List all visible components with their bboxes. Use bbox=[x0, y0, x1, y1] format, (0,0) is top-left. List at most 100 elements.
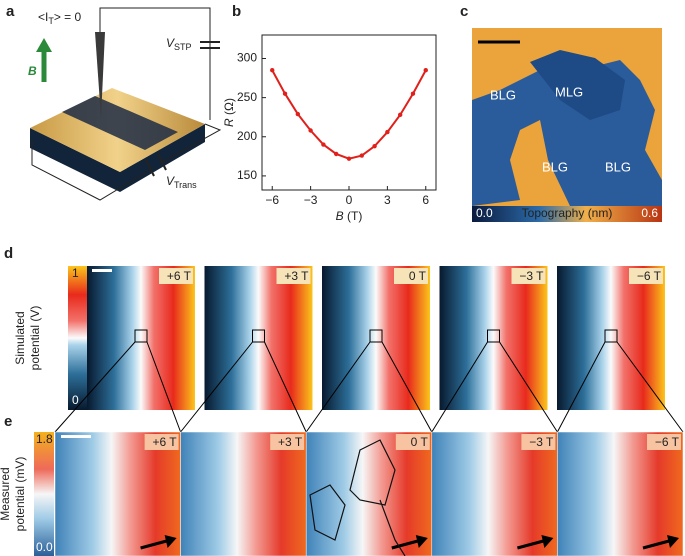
simulated-map bbox=[439, 266, 548, 410]
label-box bbox=[511, 268, 546, 284]
vtrans-sub: Trans bbox=[174, 180, 197, 190]
graphene bbox=[62, 96, 178, 150]
zoom-line bbox=[305, 341, 371, 433]
panel-label: d bbox=[4, 245, 13, 262]
colorbar bbox=[34, 432, 54, 556]
zoom-line bbox=[556, 341, 606, 433]
zoom-line bbox=[180, 341, 253, 433]
panel-label: b bbox=[232, 3, 241, 20]
colorbar bbox=[472, 206, 662, 222]
ylabel-line: potential (mV) bbox=[13, 457, 27, 532]
field-label: B bbox=[28, 64, 37, 78]
panel-label: e bbox=[4, 413, 12, 430]
device bbox=[30, 7, 222, 201]
y-tick-label: 250 bbox=[237, 90, 257, 104]
label-box bbox=[395, 434, 430, 450]
current-label: <IT> = 0 bbox=[38, 10, 82, 26]
simulated-map bbox=[204, 266, 313, 410]
data-point bbox=[282, 91, 288, 96]
data-point bbox=[270, 68, 275, 73]
zoom-line bbox=[146, 341, 182, 433]
cap bbox=[145, 159, 155, 177]
region-label: BLG bbox=[490, 87, 516, 102]
current-arrow-head bbox=[667, 535, 679, 548]
data-point bbox=[359, 153, 364, 158]
y-axis-label: R (Ω) bbox=[222, 98, 236, 127]
y-axis-var: R bbox=[222, 118, 236, 127]
zoom-line bbox=[431, 341, 488, 433]
axis-label: Simulatedpotential (V) bbox=[13, 306, 42, 371]
colorbar-title: Topography (nm) bbox=[522, 206, 613, 220]
x-tick-label: −6 bbox=[265, 193, 279, 207]
zoom-line bbox=[499, 341, 558, 433]
x-axis-label: B (T) bbox=[336, 209, 363, 223]
scale-bar bbox=[61, 435, 91, 438]
x-tick-label: 6 bbox=[422, 193, 429, 207]
data-point bbox=[423, 68, 428, 73]
colorbar-max: 0.6 bbox=[641, 206, 658, 220]
data-line bbox=[271, 69, 427, 160]
g: +6 T +3 T 0 T −3 T −6 T +6 T +3 T 0 T −3 T −6 T bbox=[54, 266, 684, 556]
zoom-line bbox=[616, 341, 684, 433]
simulated-map bbox=[557, 266, 665, 410]
current-pre: <I bbox=[38, 10, 48, 24]
vstp-sub: STP bbox=[174, 42, 192, 52]
x-axis-unit: (T) bbox=[344, 209, 363, 223]
current-arrow bbox=[140, 539, 167, 550]
y-tick-label: 300 bbox=[237, 51, 257, 65]
field-label: +6 T bbox=[152, 435, 177, 449]
field-label: +6 T bbox=[167, 269, 192, 283]
measured-map bbox=[54, 431, 181, 556]
current-post: > = 0 bbox=[54, 10, 82, 24]
plot-frame bbox=[261, 34, 437, 191]
region-label: BLG bbox=[542, 159, 568, 174]
label-box bbox=[270, 434, 305, 450]
wire bbox=[99, 7, 211, 120]
colorbar bbox=[68, 266, 88, 410]
field-label: +3 T bbox=[284, 269, 309, 283]
field-label: −6 T bbox=[655, 435, 680, 449]
mlg-region bbox=[530, 50, 625, 120]
region-label: MLG bbox=[555, 84, 583, 99]
axis-label: Measuredpotential (mV) bbox=[0, 457, 27, 532]
field-arrow-head bbox=[36, 38, 52, 52]
measured-map bbox=[431, 431, 558, 556]
simulated-map bbox=[322, 266, 430, 410]
field-label: −3 T bbox=[529, 435, 554, 449]
zoom-box bbox=[487, 329, 500, 343]
field-label: 0 T bbox=[411, 435, 429, 449]
zoom-box bbox=[134, 329, 148, 343]
ylabel-line: Measured bbox=[0, 467, 12, 520]
current-arrow-head bbox=[415, 535, 428, 548]
y-axis-unit: (Ω) bbox=[222, 98, 236, 118]
label-box bbox=[521, 434, 556, 450]
scale-bar bbox=[92, 269, 112, 272]
zoom-line bbox=[54, 341, 136, 433]
data-point bbox=[334, 151, 339, 157]
wire bbox=[161, 123, 222, 163]
vstp-label: VSTP bbox=[166, 36, 192, 52]
colorbar-min: 0 bbox=[72, 393, 79, 407]
measured-map bbox=[557, 431, 684, 556]
label-box bbox=[276, 268, 311, 284]
colorbar-max: 1.8 bbox=[36, 432, 53, 446]
label-box bbox=[144, 434, 179, 450]
contour bbox=[309, 439, 406, 556]
current-arrow-head bbox=[164, 535, 177, 548]
field-label: −3 T bbox=[519, 269, 544, 283]
data-point bbox=[385, 129, 390, 135]
vstp-main: V bbox=[166, 36, 175, 50]
x-axis-var: B bbox=[336, 209, 344, 223]
data-point bbox=[308, 128, 313, 133]
label-box bbox=[159, 268, 193, 284]
vtrans-main: V bbox=[166, 174, 175, 188]
label-box bbox=[629, 268, 663, 284]
field-label: 0 T bbox=[409, 269, 427, 283]
field-label: +3 T bbox=[278, 435, 303, 449]
data-point bbox=[397, 112, 403, 118]
y-tick-label: 150 bbox=[237, 168, 257, 182]
tip bbox=[95, 32, 105, 118]
data-point bbox=[372, 143, 377, 149]
x-tick-label: 3 bbox=[384, 193, 391, 207]
